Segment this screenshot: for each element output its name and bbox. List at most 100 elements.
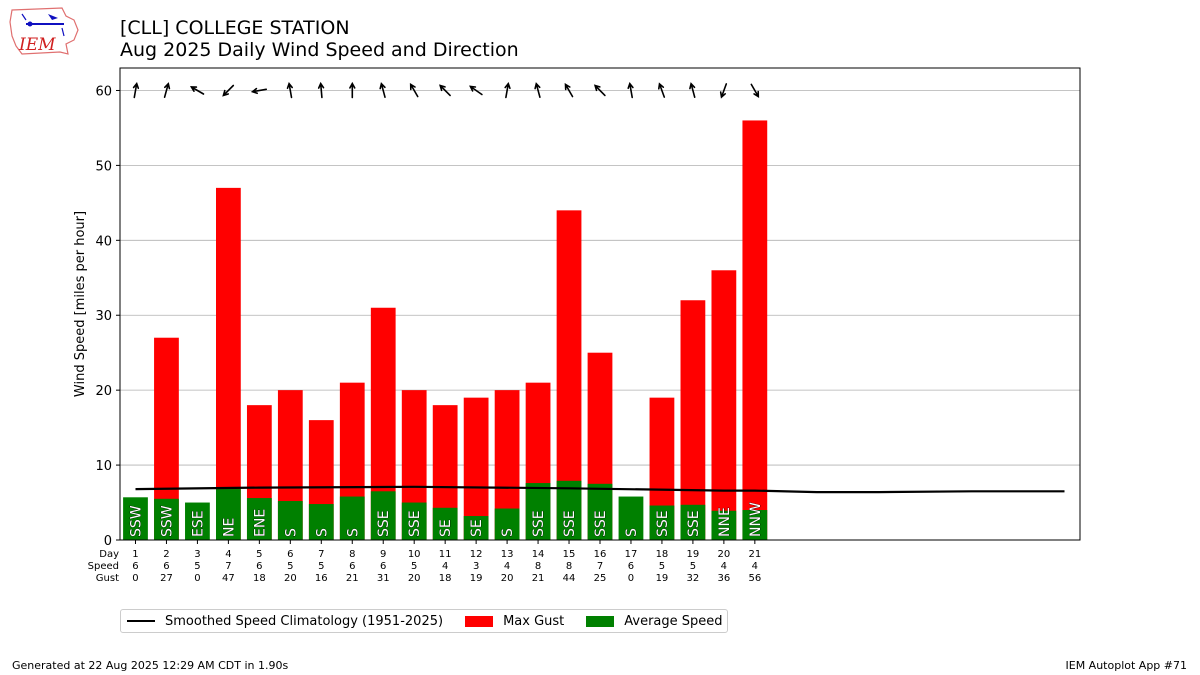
- speed-bar-day-13: [494, 508, 520, 540]
- table-gust-day-9: 31: [377, 573, 390, 584]
- ytick-label-60: 60: [95, 84, 112, 99]
- direction-arrow-day-21: [750, 83, 760, 98]
- table-speed-day-1: 6: [132, 561, 138, 572]
- speed-bar-day-14: [525, 483, 551, 540]
- autoplot-app-id: IEM Autoplot App #71: [1065, 659, 1188, 672]
- table-gust-day-12: 19: [470, 573, 483, 584]
- speed-bar-day-10: [401, 502, 427, 540]
- table-gust-day-3: 0: [194, 573, 200, 584]
- ytick-label-20: 20: [95, 384, 112, 399]
- table-gust-day-13: 20: [501, 573, 514, 584]
- direction-arrow-day-12: [469, 85, 483, 96]
- direction-label-day-2: SSW: [159, 505, 175, 537]
- speed-bar-day-6: [277, 501, 303, 540]
- direction-label-day-14: SSE: [531, 510, 547, 537]
- table-speed-day-3: 5: [194, 561, 200, 572]
- legend-swatch-average-speed: [586, 615, 615, 627]
- table-speed-day-20: 4: [721, 561, 727, 572]
- table-day-18: 18: [656, 549, 669, 560]
- direction-label-day-18: SSE: [655, 510, 671, 537]
- table-row-label-speed: Speed: [88, 561, 119, 572]
- chart-title-period: Aug 2025 Daily Wind Speed and Direction: [120, 39, 519, 61]
- direction-label-day-5: ENE: [252, 509, 268, 537]
- legend-label-average-speed: Average Speed: [624, 613, 723, 629]
- table-speed-day-13: 4: [504, 561, 510, 572]
- table-day-13: 13: [501, 549, 514, 560]
- legend-item-average-speed: Average Speed: [586, 613, 723, 629]
- legend-item-climatology: Smoothed Speed Climatology (1951-2025): [127, 614, 443, 629]
- climatology-line: [135, 485, 1065, 494]
- direction-arrow-day-5: [250, 87, 267, 95]
- ytick-label-10: 10: [95, 459, 112, 474]
- direction-arrow-day-9: [379, 82, 386, 98]
- table-day-12: 12: [470, 549, 483, 560]
- table-speed-day-11: 4: [442, 561, 448, 572]
- table-speed-day-21: 4: [752, 561, 758, 572]
- direction-label-day-15: SSE: [562, 510, 578, 537]
- direction-arrow-day-19: [689, 82, 696, 98]
- speed-bar-day-11: [432, 507, 458, 540]
- table-day-21: 21: [748, 549, 761, 560]
- table-speed-day-17: 6: [628, 561, 634, 572]
- direction-label-day-21: NNW: [748, 502, 764, 537]
- direction-label-day-7: S: [314, 528, 330, 537]
- table-speed-day-2: 6: [163, 561, 169, 572]
- speed-bar-day-17: [618, 496, 644, 540]
- speed-bar-day-19: [680, 504, 706, 540]
- ytick-label-30: 30: [95, 309, 112, 324]
- speed-bar-day-1: [123, 497, 148, 540]
- legend-swatch-max-gust: [465, 615, 494, 627]
- table-gust-day-17: 0: [628, 573, 634, 584]
- direction-arrow-day-17: [627, 81, 634, 99]
- table-gust-day-16: 25: [594, 573, 607, 584]
- speed-bar-day-21: [742, 510, 768, 540]
- direction-label-day-16: SSE: [593, 510, 609, 537]
- direction-arrow-day-10: [409, 82, 419, 98]
- direction-arrow-day-15: [564, 82, 574, 98]
- table-day-14: 14: [532, 549, 545, 560]
- legend-item-max-gust: Max Gust: [465, 614, 564, 629]
- table-gust-day-7: 16: [315, 573, 328, 584]
- direction-arrow-day-20: [719, 83, 728, 99]
- direction-arrow-day-4: [222, 84, 235, 97]
- chart-legend: Smoothed Speed Climatology (1951-2025) M…: [120, 609, 728, 633]
- direction-label-day-1: SSW: [128, 505, 144, 537]
- table-gust-day-20: 36: [718, 573, 731, 584]
- table-day-10: 10: [408, 549, 421, 560]
- chart-title-station: [CLL] COLLEGE STATION: [120, 17, 350, 39]
- direction-label-day-6: S: [283, 528, 299, 537]
- speed-bar-day-18: [649, 505, 675, 540]
- gust-bar-day-21: [742, 120, 768, 540]
- speed-bar-day-2: [154, 498, 179, 540]
- table-speed-day-4: 7: [225, 561, 231, 572]
- table-gust-day-15: 44: [563, 573, 576, 584]
- table-speed-day-6: 5: [287, 561, 293, 572]
- table-day-15: 15: [563, 549, 576, 560]
- direction-arrow-day-7: [317, 81, 325, 99]
- table-day-8: 8: [349, 549, 355, 560]
- table-day-7: 7: [318, 549, 324, 560]
- ytick-label-40: 40: [95, 234, 112, 249]
- speed-bar-day-9: [370, 491, 396, 540]
- iem-logo: IEM: [9, 7, 79, 55]
- table-gust-day-11: 18: [439, 573, 452, 584]
- table-row-label-day: Day: [99, 549, 119, 560]
- iem-logo-text: IEM: [18, 35, 56, 55]
- table-day-16: 16: [594, 549, 607, 560]
- table-gust-day-1: 0: [132, 573, 138, 584]
- table-speed-day-14: 8: [535, 561, 541, 572]
- legend-label-max-gust: Max Gust: [503, 613, 565, 629]
- table-day-11: 11: [439, 549, 452, 560]
- speed-bar-day-16: [587, 483, 613, 540]
- table-gust-day-18: 19: [656, 573, 669, 584]
- direction-label-day-20: NNE: [717, 507, 733, 537]
- direction-arrow-day-6: [286, 81, 293, 99]
- table-day-9: 9: [380, 549, 386, 560]
- table-gust-day-5: 18: [253, 573, 266, 584]
- direction-label-day-11: SE: [438, 519, 454, 537]
- table-day-17: 17: [625, 549, 638, 560]
- speed-bar-day-5: [246, 498, 272, 540]
- table-gust-day-8: 21: [346, 573, 359, 584]
- direction-label-day-8: S: [345, 528, 361, 537]
- table-gust-day-14: 21: [532, 573, 545, 584]
